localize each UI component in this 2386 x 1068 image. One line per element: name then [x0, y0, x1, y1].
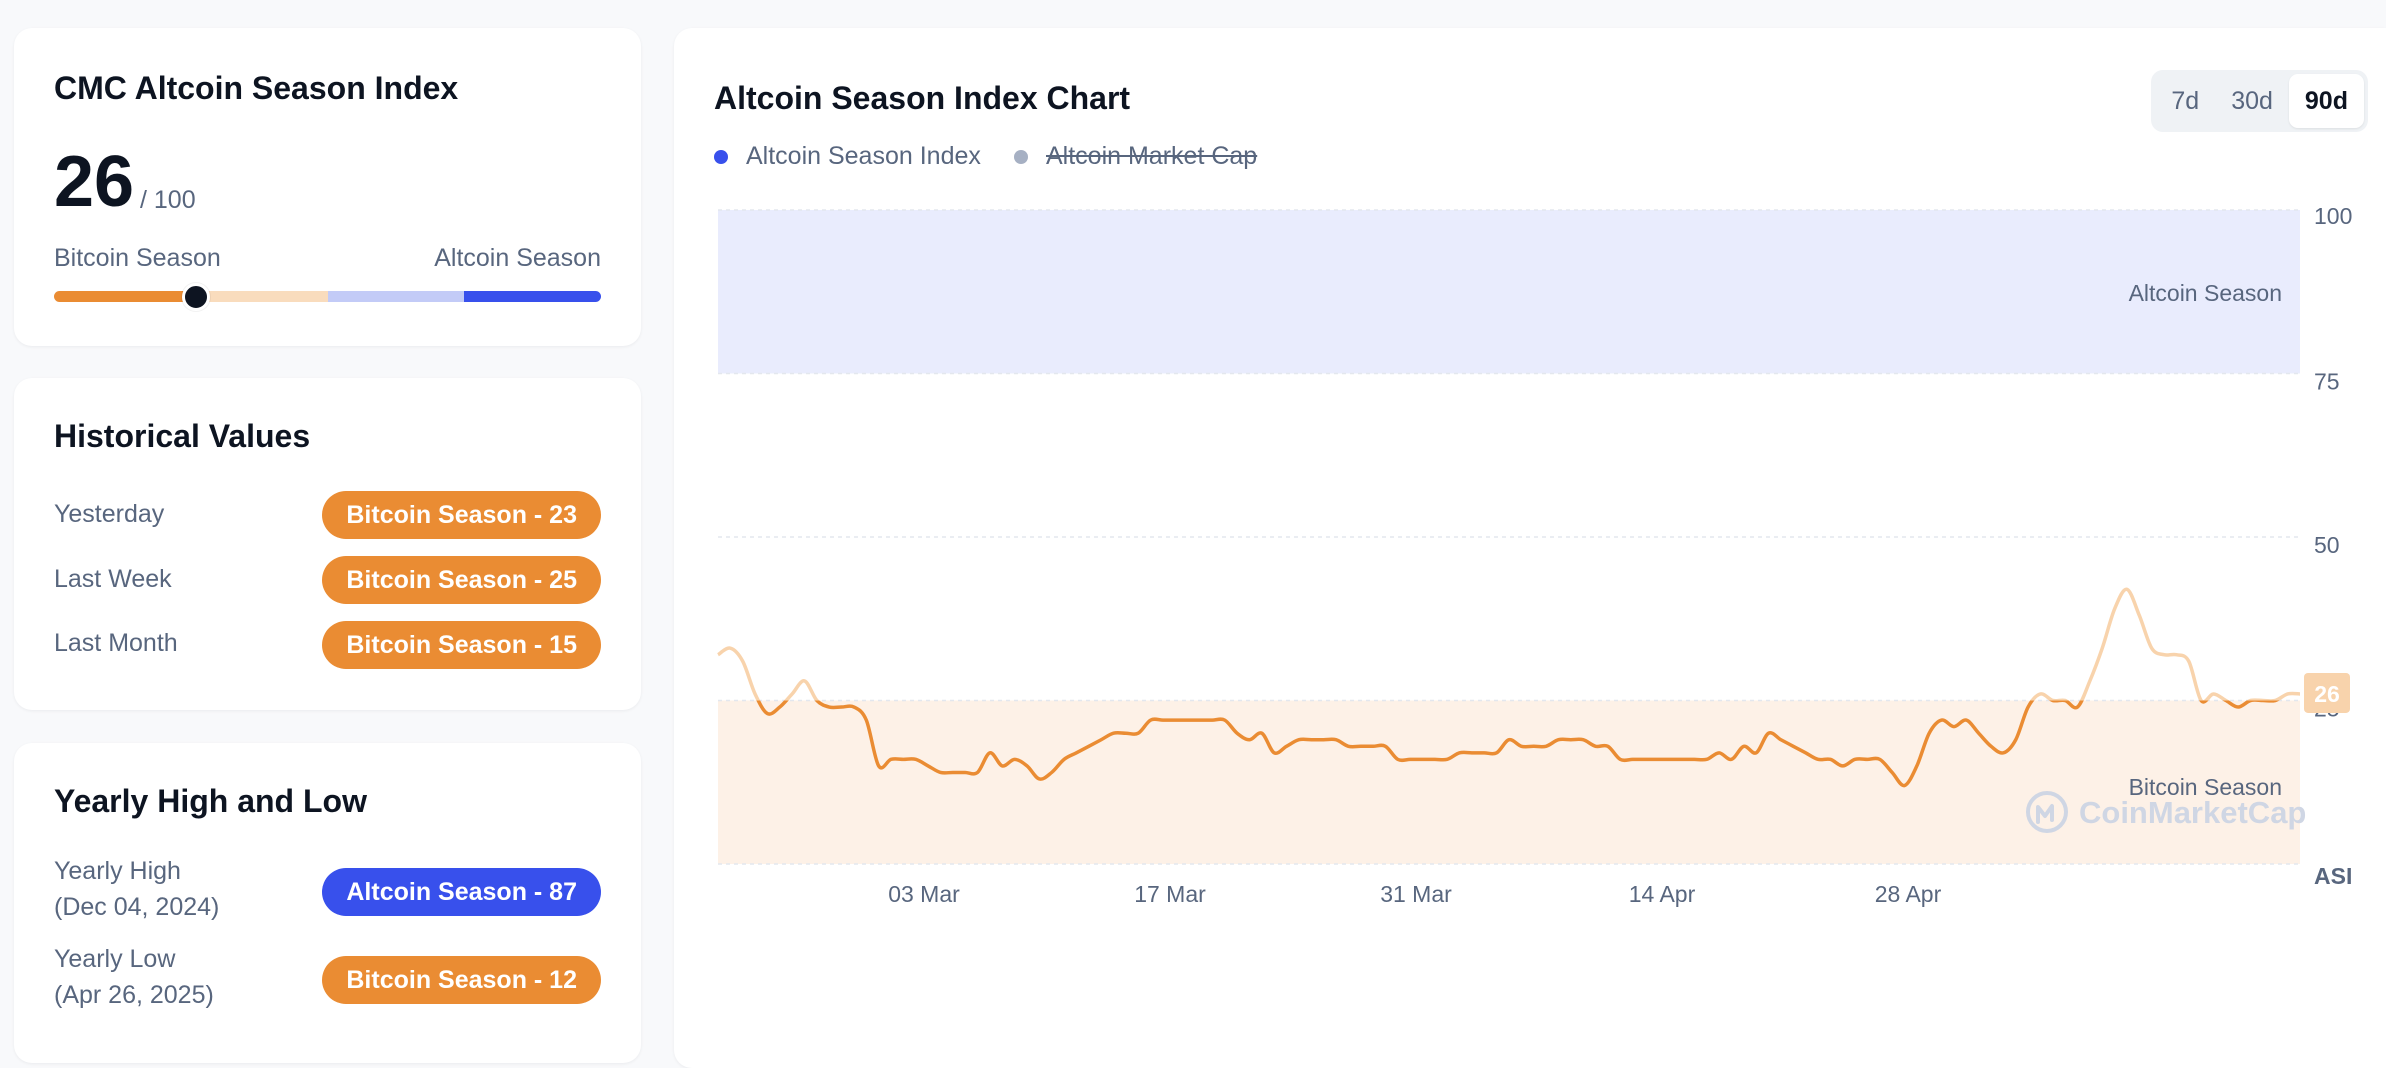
range-7d-button[interactable]: 7d: [2171, 87, 2200, 115]
historical-values-card: Historical Values Yesterday Bitcoin Seas…: [14, 378, 641, 710]
altcoin-zone-label: Altcoin Season: [2129, 280, 2282, 306]
x-tick-label: 17 Mar: [1134, 881, 1206, 907]
legend-item-altcoin-market-cap[interactable]: Altcoin Market Cap: [1014, 142, 1257, 171]
scale-indicator: [182, 283, 211, 311]
y-tick-label: 75: [2314, 369, 2340, 395]
range-90d-button[interactable]: 90d: [2288, 74, 2364, 128]
scale-segment-bitcoin-light: [190, 291, 328, 302]
legend-label: Altcoin Market Cap: [1046, 142, 1258, 170]
legend-dot-icon: [714, 149, 728, 164]
yearly-low-badge: Bitcoin Season - 12: [322, 956, 601, 1004]
y-tick-label: 50: [2314, 532, 2340, 558]
legend-item-altcoin-index[interactable]: Altcoin Season Index: [714, 142, 981, 171]
bitcoin-season-zone: [718, 700, 2300, 864]
index-chart-card: Altcoin Season Index Chart 7d 30d 90d Al…: [674, 28, 2386, 1068]
bitcoin-season-label: Bitcoin Season: [54, 244, 221, 272]
scale-segment-bitcoin: [54, 291, 191, 302]
range-30d-button[interactable]: 30d: [2231, 87, 2273, 115]
yearly-title: Yearly High and Low: [54, 783, 367, 819]
altcoin-index-card: CMC Altcoin Season Index 26 / 100 Bitcoi…: [14, 28, 641, 346]
scale-segment-altcoin-light: [327, 291, 465, 302]
yearly-high-low-card: Yearly High and Low Yearly High (Dec 04,…: [14, 743, 641, 1063]
altcoin-season-label: Altcoin Season: [434, 244, 601, 272]
range-selector: 7d 30d 90d: [2151, 70, 2368, 132]
season-scale-bar: [54, 291, 601, 302]
y-axis-label: ASI: [2314, 863, 2352, 889]
y-axis: 255075100: [2314, 203, 2352, 722]
legend-label: Altcoin Season Index: [746, 142, 981, 170]
index-card-title: CMC Altcoin Season Index: [54, 70, 459, 106]
current-value-tag-bg: [2304, 672, 2350, 713]
index-line: [756, 700, 2280, 788]
yearly-low-label: Yearly Low: [54, 945, 176, 973]
hist-badge-last-month: Bitcoin Season - 15: [322, 621, 601, 669]
x-tick-label: 14 Apr: [1629, 881, 1696, 907]
hist-label-last-week: Last Week: [54, 565, 172, 593]
scale-segment-altcoin: [464, 291, 601, 302]
yearly-high-badge: Altcoin Season - 87: [322, 868, 601, 916]
current-value-label: 26: [2314, 681, 2340, 707]
hist-badge-last-week: Bitcoin Season - 25: [322, 556, 601, 604]
index-value: 26: [54, 142, 135, 222]
y-tick-label: 100: [2314, 203, 2352, 229]
coinmarketcap-logo-icon: [2026, 791, 2068, 833]
bitcoin-zone-label: Bitcoin Season: [2129, 774, 2282, 800]
coinmarketcap-watermark: CoinMarketCap: [2026, 791, 2306, 833]
yearly-low-date: (Apr 26, 2025): [54, 981, 214, 1009]
x-tick-label: 28 Apr: [1875, 881, 1942, 907]
watermark-text: CoinMarketCap: [2079, 795, 2306, 830]
hist-badge-yesterday: Bitcoin Season - 23: [322, 491, 601, 539]
hist-label-last-month: Last Month: [54, 629, 178, 657]
yearly-high-label: Yearly High: [54, 857, 181, 885]
index-max: / 100: [140, 186, 196, 214]
chart-plot: CoinMarketCap Altcoin Season Bitcoin Sea…: [717, 203, 2352, 907]
hist-label-yesterday: Yesterday: [54, 500, 165, 528]
x-tick-label: 03 Mar: [888, 881, 960, 907]
altcoin-season-zone: [718, 210, 2300, 374]
current-value-tag: 26: [2304, 672, 2350, 713]
legend-dot-icon: [1014, 149, 1028, 164]
x-tick-label: 31 Mar: [1380, 881, 1452, 907]
index-line-above-threshold: [717, 587, 2301, 701]
x-axis: 03 Mar 17 Mar 31 Mar 14 Apr 28 Apr: [888, 881, 1941, 907]
yearly-high-date: (Dec 04, 2024): [54, 893, 220, 921]
historical-title: Historical Values: [54, 418, 311, 454]
chart-title: Altcoin Season Index Chart: [714, 80, 1131, 116]
